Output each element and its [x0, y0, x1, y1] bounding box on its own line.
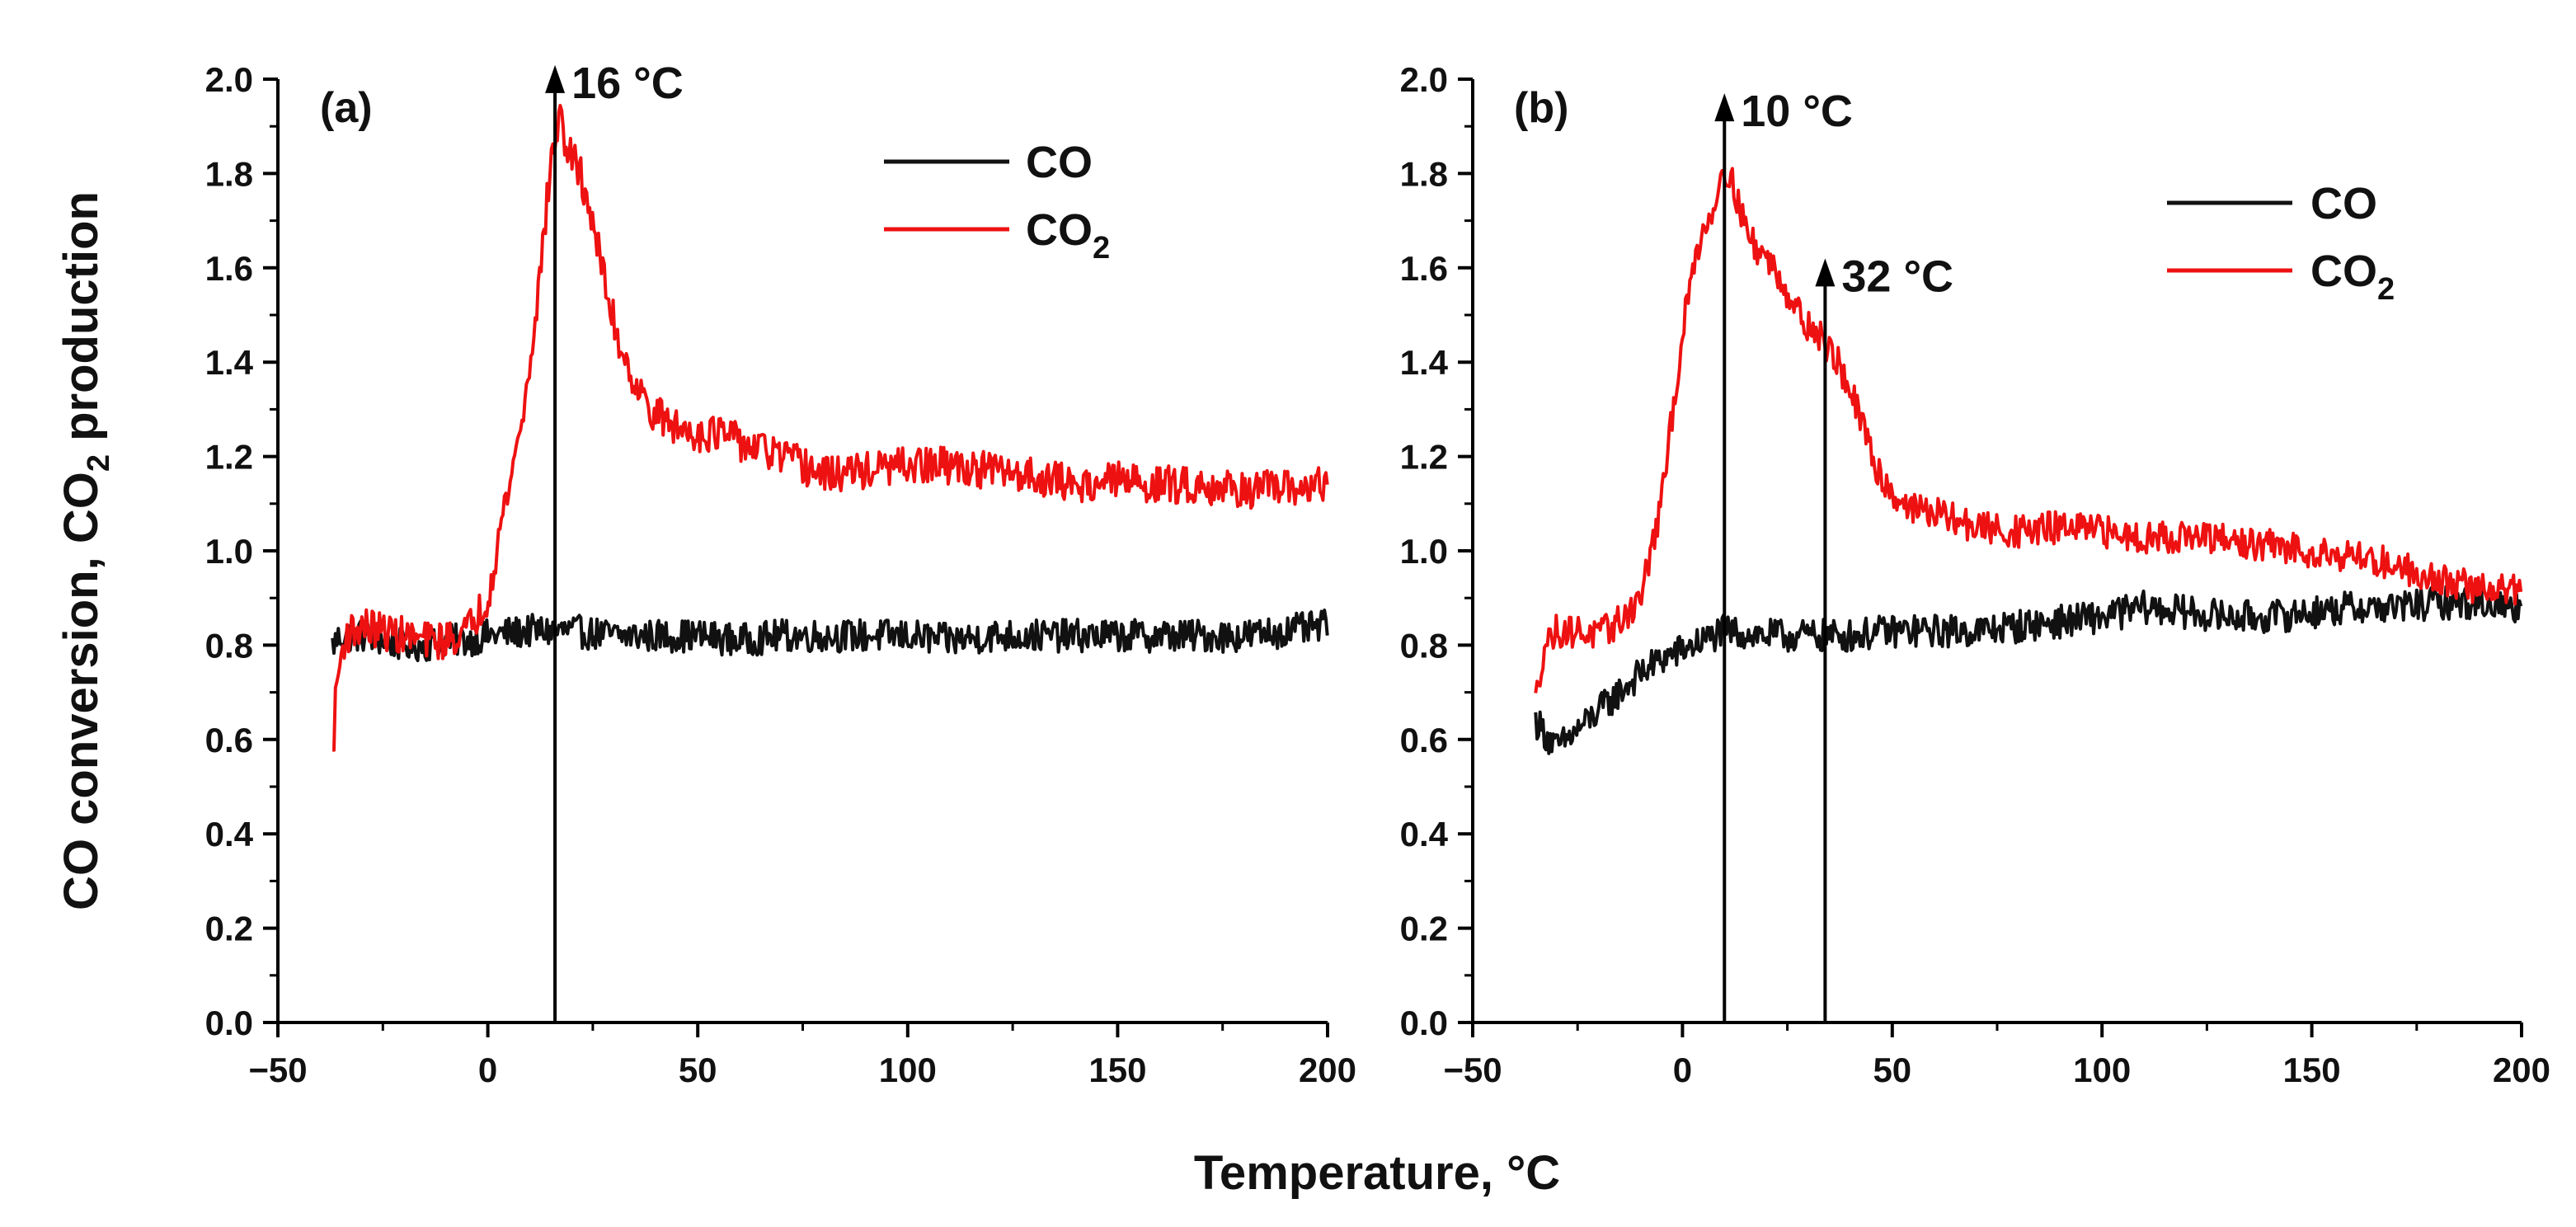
legend-label: CO — [2310, 179, 2377, 228]
annotation-label: 16 °C — [571, 59, 684, 108]
legend-label: CO2 — [2310, 247, 2395, 307]
x-tick-label: 100 — [2073, 1051, 2131, 1089]
y-tick-label: 0.2 — [1400, 910, 1448, 948]
x-tick-label: 200 — [1299, 1051, 1356, 1089]
y-tick-label: 1.4 — [1400, 343, 1449, 382]
x-tick-label: 200 — [2493, 1051, 2550, 1089]
panel-label: (b) — [1514, 84, 1568, 132]
series-line-co2 — [1534, 167, 2523, 693]
y-axis-title: CO conversion, CO2 production — [54, 191, 116, 910]
annotation-arrowhead — [1714, 93, 1735, 122]
x-tick-label: 150 — [1088, 1051, 1146, 1089]
y-tick-label: 1.8 — [205, 154, 253, 193]
annotation-arrowhead — [545, 64, 566, 93]
annotation-label: 32 °C — [1841, 252, 1953, 301]
y-tick-label: 2.0 — [1400, 60, 1448, 99]
x-tick-label: −50 — [248, 1051, 307, 1089]
annotation-arrowhead — [1815, 258, 1836, 287]
x-tick-label: 0 — [478, 1051, 497, 1089]
series-line-co — [1534, 585, 2523, 755]
y-tick-label: 1.6 — [205, 249, 253, 288]
y-tick-label: 0.8 — [1400, 626, 1448, 665]
x-tick-label: 50 — [679, 1051, 717, 1089]
annotation-label: 10 °C — [1741, 87, 1853, 136]
panel-label: (a) — [320, 84, 373, 132]
y-tick-label: 0.0 — [205, 1004, 253, 1042]
y-tick-label: 0.4 — [1400, 815, 1449, 853]
x-tick-label: 150 — [2283, 1051, 2341, 1089]
y-tick-label: 1.8 — [1400, 154, 1448, 193]
series-line-co2 — [331, 103, 1329, 752]
y-tick-label: 1.6 — [1400, 249, 1448, 288]
y-tick-label: 0.2 — [205, 910, 253, 948]
x-tick-label: 100 — [879, 1051, 937, 1089]
y-tick-label: 0.0 — [1400, 1004, 1448, 1042]
legend-label: CO — [1026, 138, 1093, 187]
chart-panel-b: 0.0 0.2 0.4 0.6 0.8 1.0 1.2 1.4 1.6 1.8 2.0 −50 0 50 1… — [1400, 60, 2550, 1089]
x-tick-label: 50 — [1873, 1051, 1911, 1089]
y-tick-label: 1.2 — [1400, 438, 1448, 477]
chart-panel-a: 0.0 0.2 0.4 0.6 0.8 1.0 1.2 1.4 1.6 1.8 2.0 −50 0 50 1… — [205, 59, 1356, 1089]
y-tick-label: 1.0 — [205, 532, 253, 571]
y-tick-label: 1.4 — [205, 343, 254, 382]
y-tick-label: 1.0 — [1400, 532, 1448, 571]
x-axis-title: Temperature, °C — [1194, 1146, 1560, 1200]
legend-label: CO2 — [1026, 205, 1110, 266]
y-tick-label: 2.0 — [205, 60, 253, 99]
series-line-co — [331, 609, 1329, 662]
y-tick-label: 0.6 — [1400, 721, 1448, 759]
x-tick-label: −50 — [1443, 1051, 1502, 1089]
y-tick-label: 0.6 — [205, 721, 253, 759]
x-tick-label: 0 — [1673, 1051, 1692, 1089]
y-tick-label: 0.4 — [205, 815, 254, 853]
y-tick-label: 1.2 — [205, 438, 253, 477]
y-tick-label: 0.8 — [205, 626, 253, 665]
